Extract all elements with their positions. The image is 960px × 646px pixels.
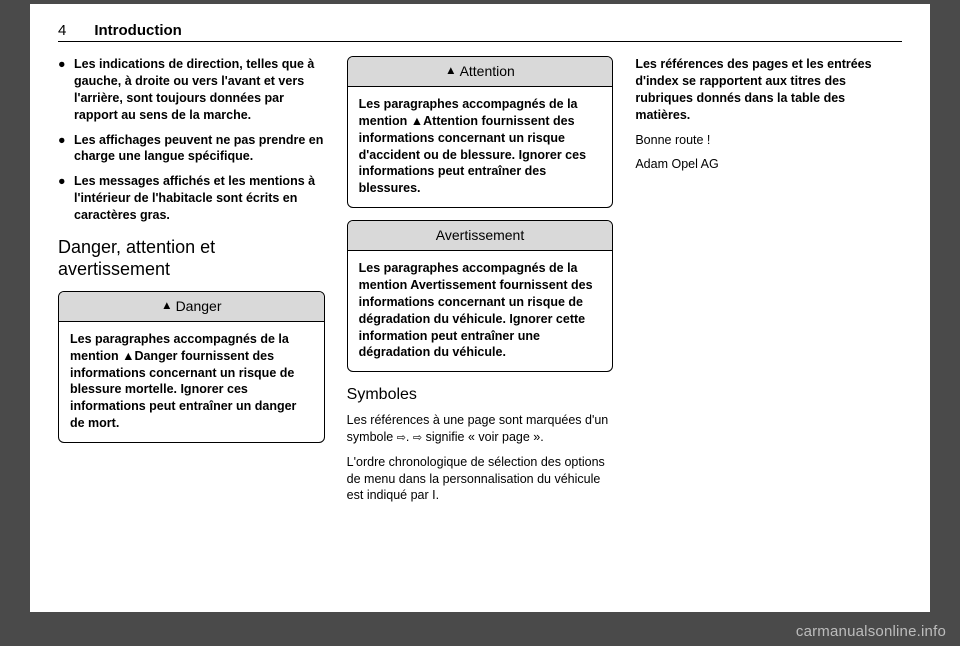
list-item: ● Les messages affichés et les mentions … <box>58 173 325 224</box>
column-3: Les références des pages et les entrées … <box>635 56 902 512</box>
callout-header: Avertissement <box>348 221 613 251</box>
chapter-title: Introduction <box>94 22 181 39</box>
body-text: Les références des pages et les entrées … <box>635 56 902 124</box>
callout-attention: ▲ Attention Les paragraphes accompagnés … <box>347 56 614 208</box>
list-item: ● Les affichages peuvent ne pas prendre … <box>58 132 325 166</box>
sub-heading-symbols: Symboles <box>347 384 614 406</box>
callout-header: ▲ Attention <box>348 57 613 87</box>
callout-body: Les paragraphes accompagnés de la mentio… <box>59 322 324 442</box>
bullet-text: Les indications de direction, telles que… <box>74 56 325 124</box>
text-fragment: . <box>406 430 413 444</box>
text-fragment: signifie « voir page ». <box>422 430 544 444</box>
bullet-icon: ● <box>58 56 74 124</box>
callout-danger: ▲ Danger Les paragraphes accompagnés de … <box>58 291 325 443</box>
body-text: Adam Opel AG <box>635 156 902 173</box>
column-2: ▲ Attention Les paragraphes accompagnés … <box>347 56 614 512</box>
warning-triangle-icon: ▲ <box>161 301 172 313</box>
callout-title: Danger <box>176 297 222 316</box>
column-1: ● Les indications de direction, telles q… <box>58 56 325 512</box>
callout-title: Attention <box>460 62 515 81</box>
section-heading-danger: Danger, attention et avertissement <box>58 236 325 281</box>
bullet-text: Les messages affichés et les mentions à … <box>74 173 325 224</box>
callout-body: Les paragraphes accompagnés de la mentio… <box>348 251 613 371</box>
page-ref-arrow-icon: ⇨ <box>397 432 406 444</box>
page-number: 4 <box>58 22 66 39</box>
manual-page: 4 Introduction ● Les indications de dire… <box>30 4 930 612</box>
body-text: Les références à une page sont marquées … <box>347 412 614 446</box>
page-header: 4 Introduction <box>58 22 902 42</box>
bullet-text: Les affichages peuvent ne pas prendre en… <box>74 132 325 166</box>
callout-avertissement: Avertissement Les paragraphes accompagné… <box>347 220 614 372</box>
bullet-icon: ● <box>58 132 74 166</box>
watermark-text: carmanualsonline.info <box>796 623 946 640</box>
callout-title: Avertissement <box>436 226 524 245</box>
callout-body: Les paragraphes accompagnés de la mentio… <box>348 87 613 207</box>
warning-triangle-icon: ▲ <box>445 66 456 78</box>
bullet-list: ● Les indications de direction, telles q… <box>58 56 325 224</box>
page-ref-arrow-icon: ⇨ <box>413 432 422 444</box>
body-text: L'ordre chronologique de sélection des o… <box>347 454 614 505</box>
bullet-icon: ● <box>58 173 74 224</box>
content-columns: ● Les indications de direction, telles q… <box>58 56 902 512</box>
callout-header: ▲ Danger <box>59 292 324 322</box>
list-item: ● Les indications de direction, telles q… <box>58 56 325 124</box>
body-text: Bonne route ! <box>635 132 902 149</box>
